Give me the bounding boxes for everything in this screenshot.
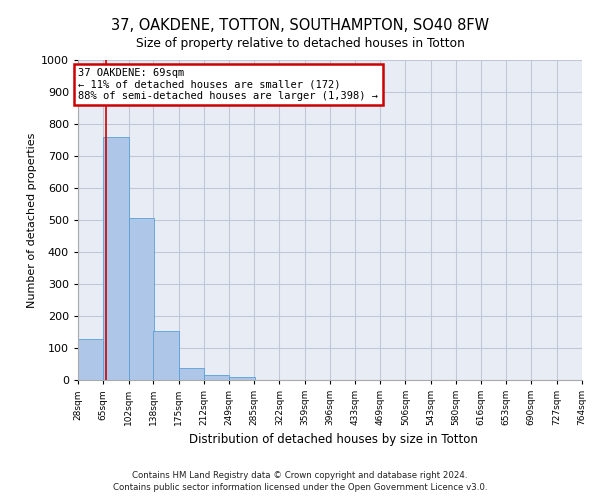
Text: 37, OAKDENE, TOTTON, SOUTHAMPTON, SO40 8FW: 37, OAKDENE, TOTTON, SOUTHAMPTON, SO40 8… xyxy=(111,18,489,32)
Bar xyxy=(179,368,204,380)
Bar xyxy=(78,339,103,380)
Text: Distribution of detached houses by size in Totton: Distribution of detached houses by size … xyxy=(188,432,478,446)
Text: Contains HM Land Registry data © Crown copyright and database right 2024.
Contai: Contains HM Land Registry data © Crown c… xyxy=(113,471,487,492)
Text: Size of property relative to detached houses in Totton: Size of property relative to detached ho… xyxy=(136,38,464,51)
Bar xyxy=(103,137,128,380)
Bar xyxy=(229,377,254,380)
Bar xyxy=(154,332,179,380)
Bar xyxy=(204,375,229,380)
Bar xyxy=(128,218,154,380)
Text: 37 OAKDENE: 69sqm
← 11% of detached houses are smaller (172)
88% of semi-detache: 37 OAKDENE: 69sqm ← 11% of detached hous… xyxy=(79,68,379,101)
Y-axis label: Number of detached properties: Number of detached properties xyxy=(27,132,37,308)
